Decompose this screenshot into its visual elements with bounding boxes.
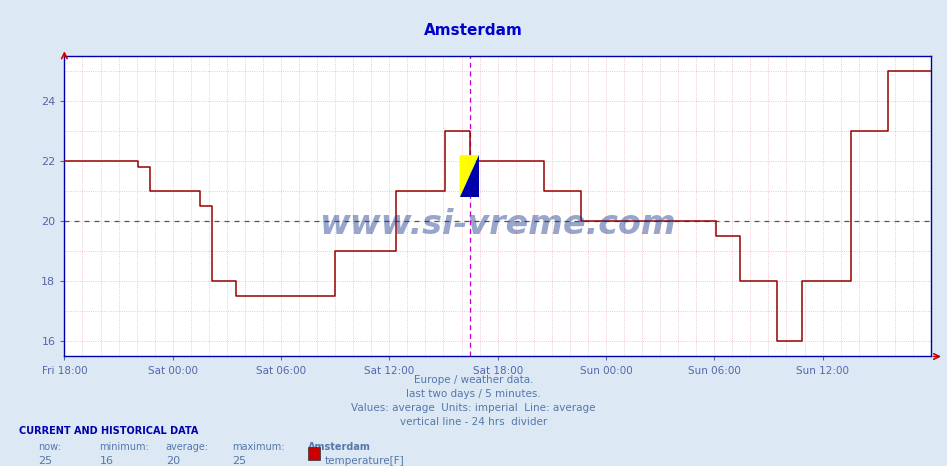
Polygon shape: [459, 155, 478, 197]
Text: 16: 16: [99, 456, 114, 466]
Text: temperature[F]: temperature[F]: [325, 456, 404, 466]
Text: 20: 20: [166, 456, 180, 466]
Text: Europe / weather data.: Europe / weather data.: [414, 375, 533, 385]
Text: Amsterdam: Amsterdam: [308, 442, 370, 452]
Text: www.si-vreme.com: www.si-vreme.com: [319, 208, 676, 241]
Polygon shape: [459, 155, 478, 197]
Text: Amsterdam: Amsterdam: [424, 23, 523, 38]
Polygon shape: [459, 155, 478, 197]
Text: now:: now:: [38, 442, 61, 452]
Text: average:: average:: [166, 442, 209, 452]
Text: CURRENT AND HISTORICAL DATA: CURRENT AND HISTORICAL DATA: [19, 426, 198, 436]
Text: minimum:: minimum:: [99, 442, 150, 452]
Text: 25: 25: [38, 456, 52, 466]
Text: last two days / 5 minutes.: last two days / 5 minutes.: [406, 389, 541, 399]
Text: maximum:: maximum:: [232, 442, 284, 452]
Text: vertical line - 24 hrs  divider: vertical line - 24 hrs divider: [400, 417, 547, 427]
Text: 25: 25: [232, 456, 246, 466]
Text: Values: average  Units: imperial  Line: average: Values: average Units: imperial Line: av…: [351, 403, 596, 413]
